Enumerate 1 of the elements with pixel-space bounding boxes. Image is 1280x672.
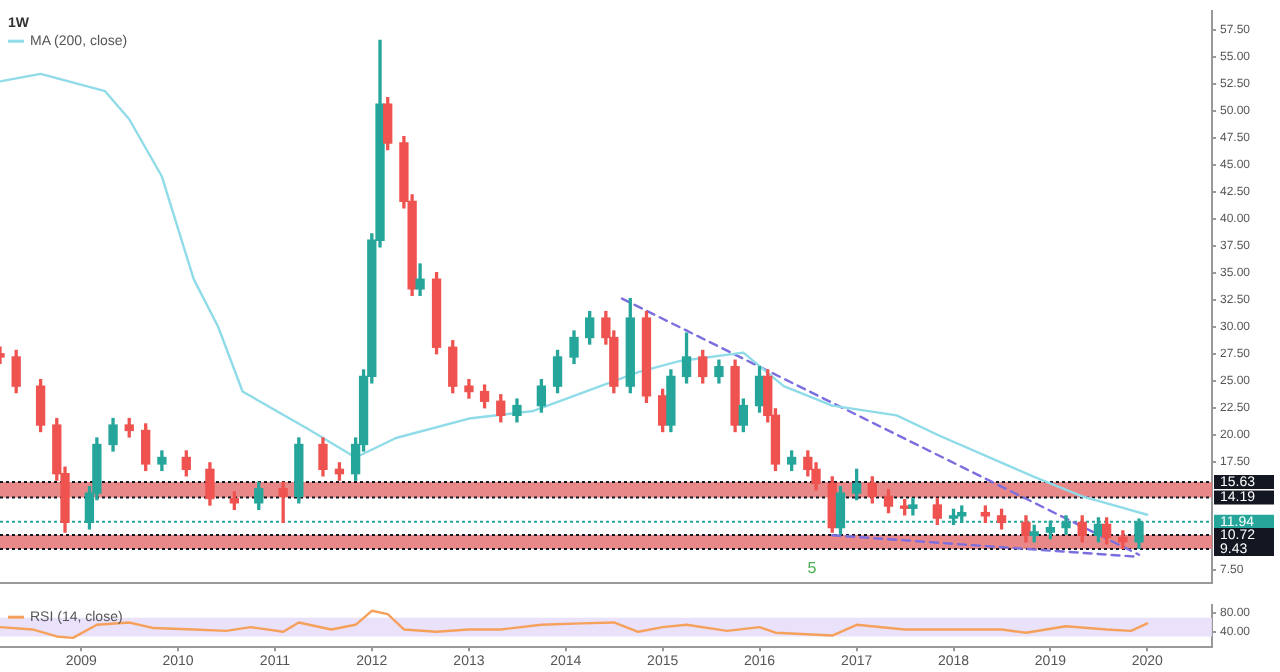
- annotation: 5: [807, 559, 818, 578]
